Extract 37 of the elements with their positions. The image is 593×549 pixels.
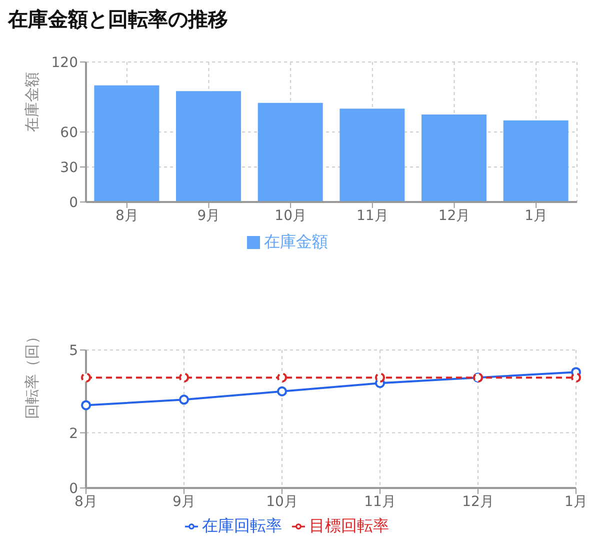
x-tick-label: 8月: [115, 208, 138, 224]
y-axis-title: 在庫金額: [23, 72, 41, 132]
x-tick-label: 1月: [564, 494, 588, 510]
y-axis-title: 回転率（回）: [23, 329, 41, 419]
point: [277, 386, 287, 396]
point: [375, 372, 385, 383]
x-tick-label: 1月: [524, 208, 548, 224]
legend-label: 目標回転率: [309, 516, 389, 535]
x-tick-label: 10月: [266, 494, 298, 510]
bar: [340, 108, 405, 202]
x-tick-label: 11月: [356, 208, 388, 224]
legend-label: 在庫金額: [264, 232, 328, 251]
bar: [422, 114, 487, 202]
y-tick-label: 0: [69, 194, 78, 211]
x-tick-label: 10月: [274, 208, 306, 224]
point: [277, 372, 287, 383]
legend-label: 在庫回転率: [202, 516, 282, 535]
bar: [94, 85, 160, 202]
y-tick-label: 2: [69, 426, 78, 442]
point: [81, 400, 91, 410]
bar: [176, 91, 242, 202]
point: [179, 394, 189, 405]
x-tick-label: 9月: [172, 494, 196, 510]
bar: [258, 102, 323, 202]
point: [571, 372, 581, 383]
bar: [503, 120, 568, 202]
y-tick-label: 5: [69, 342, 78, 359]
x-tick-label: 11月: [364, 494, 396, 510]
point: [81, 372, 91, 383]
chart-title: 在庫金額と回転率の推移: [8, 7, 228, 31]
x-tick-label: 9月: [197, 208, 220, 224]
x-tick-label: 12月: [462, 494, 494, 510]
y-tick-label: 60: [60, 124, 78, 141]
x-tick-label: 12月: [438, 208, 470, 224]
point: [179, 372, 189, 383]
y-tick-label: 120: [51, 54, 78, 71]
y-tick-label: 30: [60, 160, 78, 176]
